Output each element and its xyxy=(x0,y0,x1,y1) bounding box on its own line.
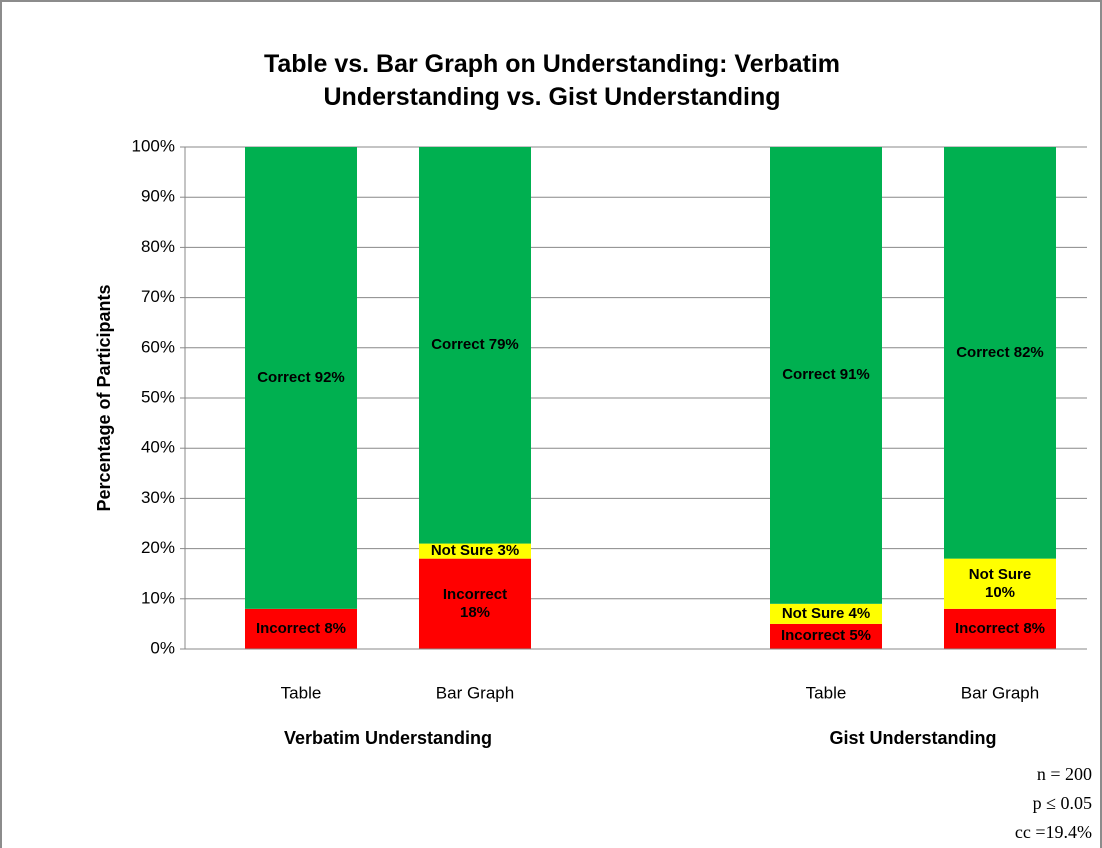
x-tick-label: Table xyxy=(806,683,847,702)
y-tick-label: 40% xyxy=(141,438,175,457)
data-label: Correct 92% xyxy=(257,368,345,386)
x-tick-label: Table xyxy=(281,683,322,702)
y-tick-label: 80% xyxy=(141,237,175,256)
group-label: Gist Understanding xyxy=(829,728,997,748)
x-tick-label: Bar Graph xyxy=(436,683,514,702)
y-tick-label: 20% xyxy=(141,538,175,557)
data-label: Not Sure 3% xyxy=(430,542,520,560)
group-label: Verbatim Understanding xyxy=(283,728,493,748)
annotation: cc =19.4% xyxy=(1014,822,1092,842)
bar-segment xyxy=(770,603,882,624)
bar-segment xyxy=(944,558,1056,609)
y-tick-label: 70% xyxy=(141,287,175,306)
bar-segment xyxy=(245,608,357,649)
annotation: n = 200 xyxy=(1036,764,1092,784)
data-label: Incorrect 5% xyxy=(780,627,872,645)
bar-segment xyxy=(245,147,357,609)
y-tick-label: 30% xyxy=(141,488,175,507)
x-tick-label: Bar Graph xyxy=(961,683,1039,702)
chart-title: Table vs. Bar Graph on Understanding: Ve… xyxy=(263,50,841,111)
y-tick-label: 10% xyxy=(141,588,175,607)
data-label: Incorrect 8% xyxy=(954,619,1046,637)
bar-segment xyxy=(419,543,531,559)
y-tick-label: 90% xyxy=(141,187,175,206)
bar-segment xyxy=(419,147,531,544)
y-tick-label: 60% xyxy=(141,337,175,356)
y-tick-label: 50% xyxy=(141,387,175,406)
data-label: Incorrect 18% xyxy=(442,585,508,621)
data-label: Not Sure 10% xyxy=(968,565,1032,601)
bar-segment xyxy=(770,623,882,649)
data-label: Correct 79% xyxy=(431,336,519,354)
y-axis-title: Percentage of Participants xyxy=(94,284,114,511)
bar-segment xyxy=(944,147,1056,559)
annotation: p ≤ 0.05 xyxy=(1032,793,1092,813)
data-label: Correct 91% xyxy=(782,366,870,384)
data-label: Correct 82% xyxy=(956,343,1044,361)
bar-segment xyxy=(419,558,531,649)
bar-segment xyxy=(770,147,882,604)
bar-segment xyxy=(944,608,1056,649)
data-label: Incorrect 8% xyxy=(255,619,347,637)
y-tick-label: 0% xyxy=(150,638,175,657)
y-tick-label: 100% xyxy=(132,136,175,155)
data-label: Not Sure 4% xyxy=(781,604,871,622)
